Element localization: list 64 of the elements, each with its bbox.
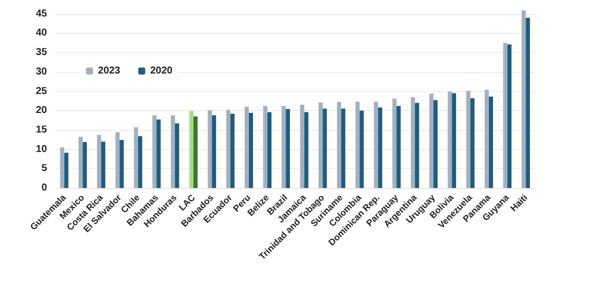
bar <box>248 112 253 188</box>
bar <box>78 136 83 188</box>
bar <box>170 115 175 188</box>
y-tick-label: 35 <box>36 47 48 58</box>
bar <box>466 90 470 188</box>
bar <box>230 114 235 188</box>
bar <box>64 152 68 188</box>
bar <box>488 96 493 188</box>
bar <box>452 93 456 188</box>
bar <box>286 109 290 188</box>
bar <box>175 123 180 188</box>
bar <box>526 18 530 188</box>
y-tick-label: 15 <box>36 124 48 136</box>
bar <box>378 108 382 188</box>
bar <box>82 142 87 188</box>
bar <box>97 134 102 188</box>
bar <box>396 106 401 188</box>
bar <box>392 98 397 188</box>
bar <box>263 106 268 188</box>
legend-label: 2023 <box>98 66 121 76</box>
bar <box>115 132 120 188</box>
bar <box>522 10 526 188</box>
bar <box>341 108 346 188</box>
bar <box>374 102 378 188</box>
bar <box>415 102 420 188</box>
bar <box>300 104 304 188</box>
bar <box>322 108 327 188</box>
y-tick-label: 25 <box>36 86 48 97</box>
bar <box>484 90 489 188</box>
bar <box>212 115 216 188</box>
bar <box>193 116 198 188</box>
bar <box>120 140 124 188</box>
y-tick-label: 40 <box>36 28 48 39</box>
bar <box>244 106 249 188</box>
bar <box>410 97 415 188</box>
bar <box>304 112 308 188</box>
bar <box>337 102 342 188</box>
bar <box>433 100 438 188</box>
bar <box>60 147 64 188</box>
bar <box>507 44 512 188</box>
y-tick-label: 30 <box>36 66 48 78</box>
bar <box>318 102 323 188</box>
bar <box>282 106 286 188</box>
y-tick-label: 20 <box>36 105 48 116</box>
y-tick-label: 0 <box>41 182 48 194</box>
bar <box>503 42 508 188</box>
bar <box>267 112 272 188</box>
bar <box>134 127 138 188</box>
bar <box>152 115 157 188</box>
bar <box>429 94 434 188</box>
bar <box>189 110 194 188</box>
bar <box>156 120 161 188</box>
bar <box>360 110 364 188</box>
bar <box>138 136 142 188</box>
y-tick-label: 10 <box>36 144 48 155</box>
legend-label: 2020 <box>150 66 173 76</box>
bar <box>355 102 360 188</box>
y-tick-label: 45 <box>36 8 48 20</box>
bar <box>470 98 475 188</box>
bar <box>101 142 106 188</box>
bar <box>448 92 452 188</box>
bar <box>226 110 230 188</box>
y-tick-label: 5 <box>41 163 48 174</box>
bar <box>208 110 212 188</box>
